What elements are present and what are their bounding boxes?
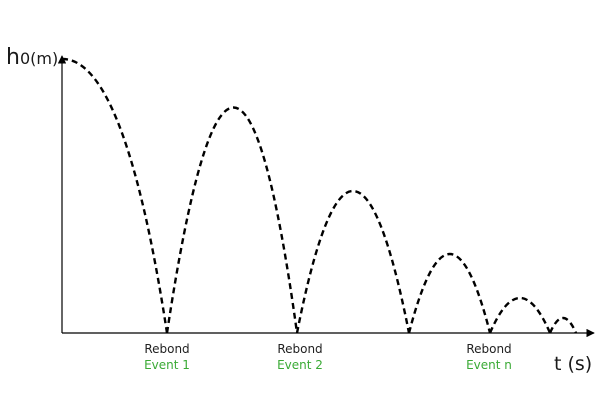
y-axis-label-main: h bbox=[6, 45, 20, 70]
event-2-label: Rebond bbox=[277, 342, 322, 356]
bounce-arc-4 bbox=[488, 296, 552, 334]
event-2-sub: Event 2 bbox=[277, 358, 323, 372]
bounce-arc-1 bbox=[165, 106, 299, 334]
event-n-label: Rebond bbox=[466, 342, 511, 356]
event-1: Rebond Event 1 bbox=[144, 342, 190, 372]
event-1-label: Rebond bbox=[144, 342, 189, 356]
bounce-arc-0 bbox=[61, 57, 169, 334]
trajectory bbox=[61, 57, 578, 334]
bounce-arc-2 bbox=[295, 190, 411, 334]
bounce-arc-5 bbox=[548, 316, 578, 334]
event-1-sub: Event 1 bbox=[144, 358, 190, 372]
bounce-arc-3 bbox=[407, 252, 492, 334]
y-axis-label-unit: 0(m) bbox=[20, 49, 58, 68]
x-axis-label: t (s) bbox=[554, 353, 592, 375]
event-n: Rebond Event n bbox=[466, 342, 512, 372]
event-n-sub: Event n bbox=[466, 358, 512, 372]
event-2: Rebond Event 2 bbox=[277, 342, 323, 372]
y-axis-label: h0(m) bbox=[6, 45, 58, 70]
